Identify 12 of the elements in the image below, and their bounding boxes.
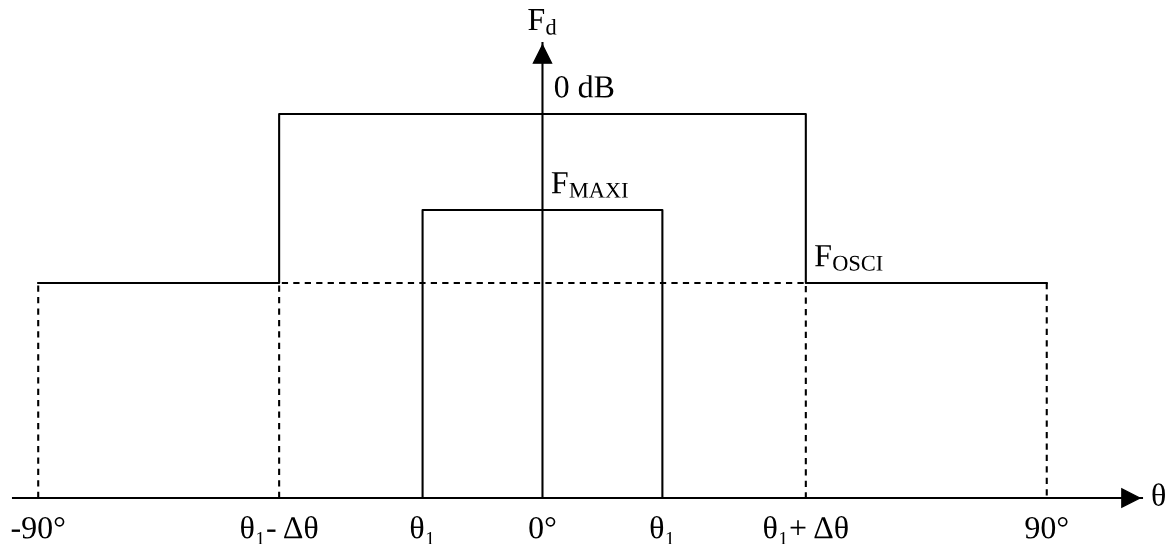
annotation: F$_{OSCI}$ — [815, 245, 883, 271]
annotation: F$_{MAXI}$ — [551, 172, 628, 198]
x-tick-label: 0° — [529, 516, 556, 539]
x-tick-label: θ₁ — [410, 515, 434, 544]
y-axis-title: F$_{d}$ — [528, 9, 557, 35]
x-axis-title: θ — [1152, 483, 1165, 506]
annotation: 0 dB — [554, 75, 614, 98]
x-tick-label: θ₁- Δθ — [241, 515, 318, 544]
x-tick-label: θ₁+ Δθ — [764, 515, 848, 544]
x-tick-label: θ₁ — [650, 515, 674, 544]
x-tick-label: -90° — [11, 516, 65, 539]
x-tick-label: 90° — [1025, 516, 1068, 539]
